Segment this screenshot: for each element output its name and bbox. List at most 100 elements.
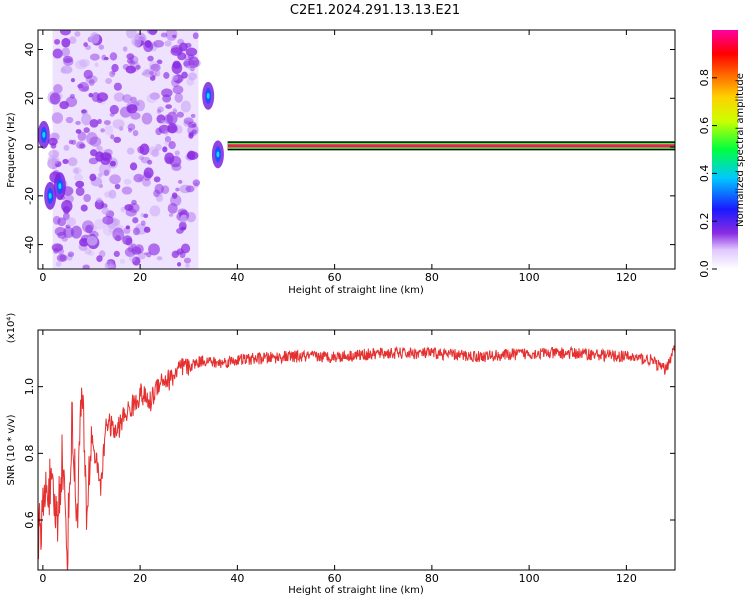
noise-blob xyxy=(132,37,142,48)
noise-blob xyxy=(143,167,154,179)
noise-blob xyxy=(188,56,200,69)
noise-blob xyxy=(103,56,109,61)
noise-blob xyxy=(149,92,160,100)
noise-blob xyxy=(134,99,146,112)
noise-blob xyxy=(140,220,146,226)
noise-blob xyxy=(186,77,195,86)
bottom-x-ticks: 0 20 40 60 80 100 120 xyxy=(39,330,637,585)
x-tick-label: 40 xyxy=(230,572,244,585)
noise-blob xyxy=(102,153,113,162)
noise-blob xyxy=(138,155,144,161)
noise-blob xyxy=(177,208,188,216)
feature-peak xyxy=(42,131,46,138)
noise-blob xyxy=(180,214,188,223)
noise-blob xyxy=(65,116,74,124)
noise-blob xyxy=(151,148,160,158)
noise-blob xyxy=(90,77,95,83)
noise-blob xyxy=(190,113,196,118)
noise-blob xyxy=(98,44,105,50)
noise-blob xyxy=(146,30,158,35)
noise-blob xyxy=(132,217,139,224)
noise-blob xyxy=(131,199,137,205)
noise-blob xyxy=(59,30,71,36)
noise-blob xyxy=(163,114,174,125)
noise-blob xyxy=(125,225,131,230)
noise-blob xyxy=(124,247,136,257)
noise-blob xyxy=(61,37,71,48)
colorbar-label: Normalized spectral amplitude xyxy=(735,73,746,227)
noise-blob xyxy=(113,82,122,91)
y-tick-label: 40 xyxy=(23,43,36,57)
noise-blob xyxy=(157,106,164,113)
colorbar-tick-label: 0.6 xyxy=(698,117,711,135)
noise-blob xyxy=(74,31,81,37)
noise-blob xyxy=(185,185,195,193)
noise-blob xyxy=(156,109,162,114)
noise-blob xyxy=(83,127,90,134)
noise-blob xyxy=(169,155,182,168)
noise-blob xyxy=(109,174,121,185)
noise-blob xyxy=(148,243,160,256)
noise-blob xyxy=(96,255,103,263)
noise-blob xyxy=(95,151,104,162)
noise-blob xyxy=(171,74,179,81)
noise-blob xyxy=(47,137,58,146)
noise-blob xyxy=(174,92,183,103)
x-tick-label: 40 xyxy=(230,271,244,284)
noise-blob xyxy=(168,141,176,150)
noise-blob xyxy=(164,136,172,143)
x-tick-label: 100 xyxy=(519,572,540,585)
noise-blob xyxy=(79,58,90,68)
noise-blob xyxy=(94,218,105,230)
noise-blob xyxy=(82,264,90,269)
ridge-band-red xyxy=(227,144,675,148)
noise-blob xyxy=(191,129,197,135)
noise-blob xyxy=(112,119,125,129)
noise-blob xyxy=(124,204,134,211)
noise-blob xyxy=(183,58,195,69)
noise-blob xyxy=(121,186,133,195)
noise-blob xyxy=(122,46,128,52)
noise-blob xyxy=(165,104,173,109)
noise-blob xyxy=(161,185,170,195)
noise-blob xyxy=(79,143,86,149)
y-multiplier-label: (x10⁴) xyxy=(6,313,17,344)
noise-blob xyxy=(126,104,138,114)
noise-blob xyxy=(141,112,153,125)
noise-blob xyxy=(75,186,85,196)
x-tick-label: 20 xyxy=(133,271,147,284)
x-tick-label: 0 xyxy=(39,271,46,284)
heatmap-layer xyxy=(38,30,675,269)
noise-blob xyxy=(76,141,85,149)
noise-blob xyxy=(63,144,70,151)
noise-blob xyxy=(114,183,121,190)
colorbar-ticks: 0.0 0.2 0.4 0.6 0.8 xyxy=(698,69,717,278)
bottom-y-axis-label: SNR (10 * v/v) xyxy=(6,414,17,485)
feature-peak xyxy=(58,183,62,190)
noise-blob xyxy=(109,52,118,61)
noise-blob xyxy=(122,235,133,246)
noise-blob xyxy=(162,146,168,153)
x-tick-label: 0 xyxy=(39,572,46,585)
noise-blob xyxy=(50,142,57,149)
noise-blob xyxy=(56,254,68,263)
colorbar-gradient xyxy=(712,30,738,269)
noise-blob xyxy=(88,250,95,257)
noise-blob xyxy=(60,67,67,74)
noise-blob xyxy=(161,119,167,125)
noise-blob xyxy=(78,242,88,251)
noise-blob xyxy=(188,132,194,139)
noise-blob xyxy=(177,179,183,184)
noise-blob xyxy=(129,162,138,171)
feature-peak xyxy=(48,192,52,199)
y-tick-label: -20 xyxy=(23,187,36,205)
noise-blob xyxy=(75,59,87,70)
x-tick-label: 20 xyxy=(133,572,147,585)
noise-blob xyxy=(133,101,140,107)
noise-blob xyxy=(75,129,82,134)
noise-blob xyxy=(104,124,114,136)
noise-blob xyxy=(160,32,168,38)
noise-blob xyxy=(101,207,110,215)
noise-blob xyxy=(133,173,144,183)
noise-blob xyxy=(47,154,60,165)
